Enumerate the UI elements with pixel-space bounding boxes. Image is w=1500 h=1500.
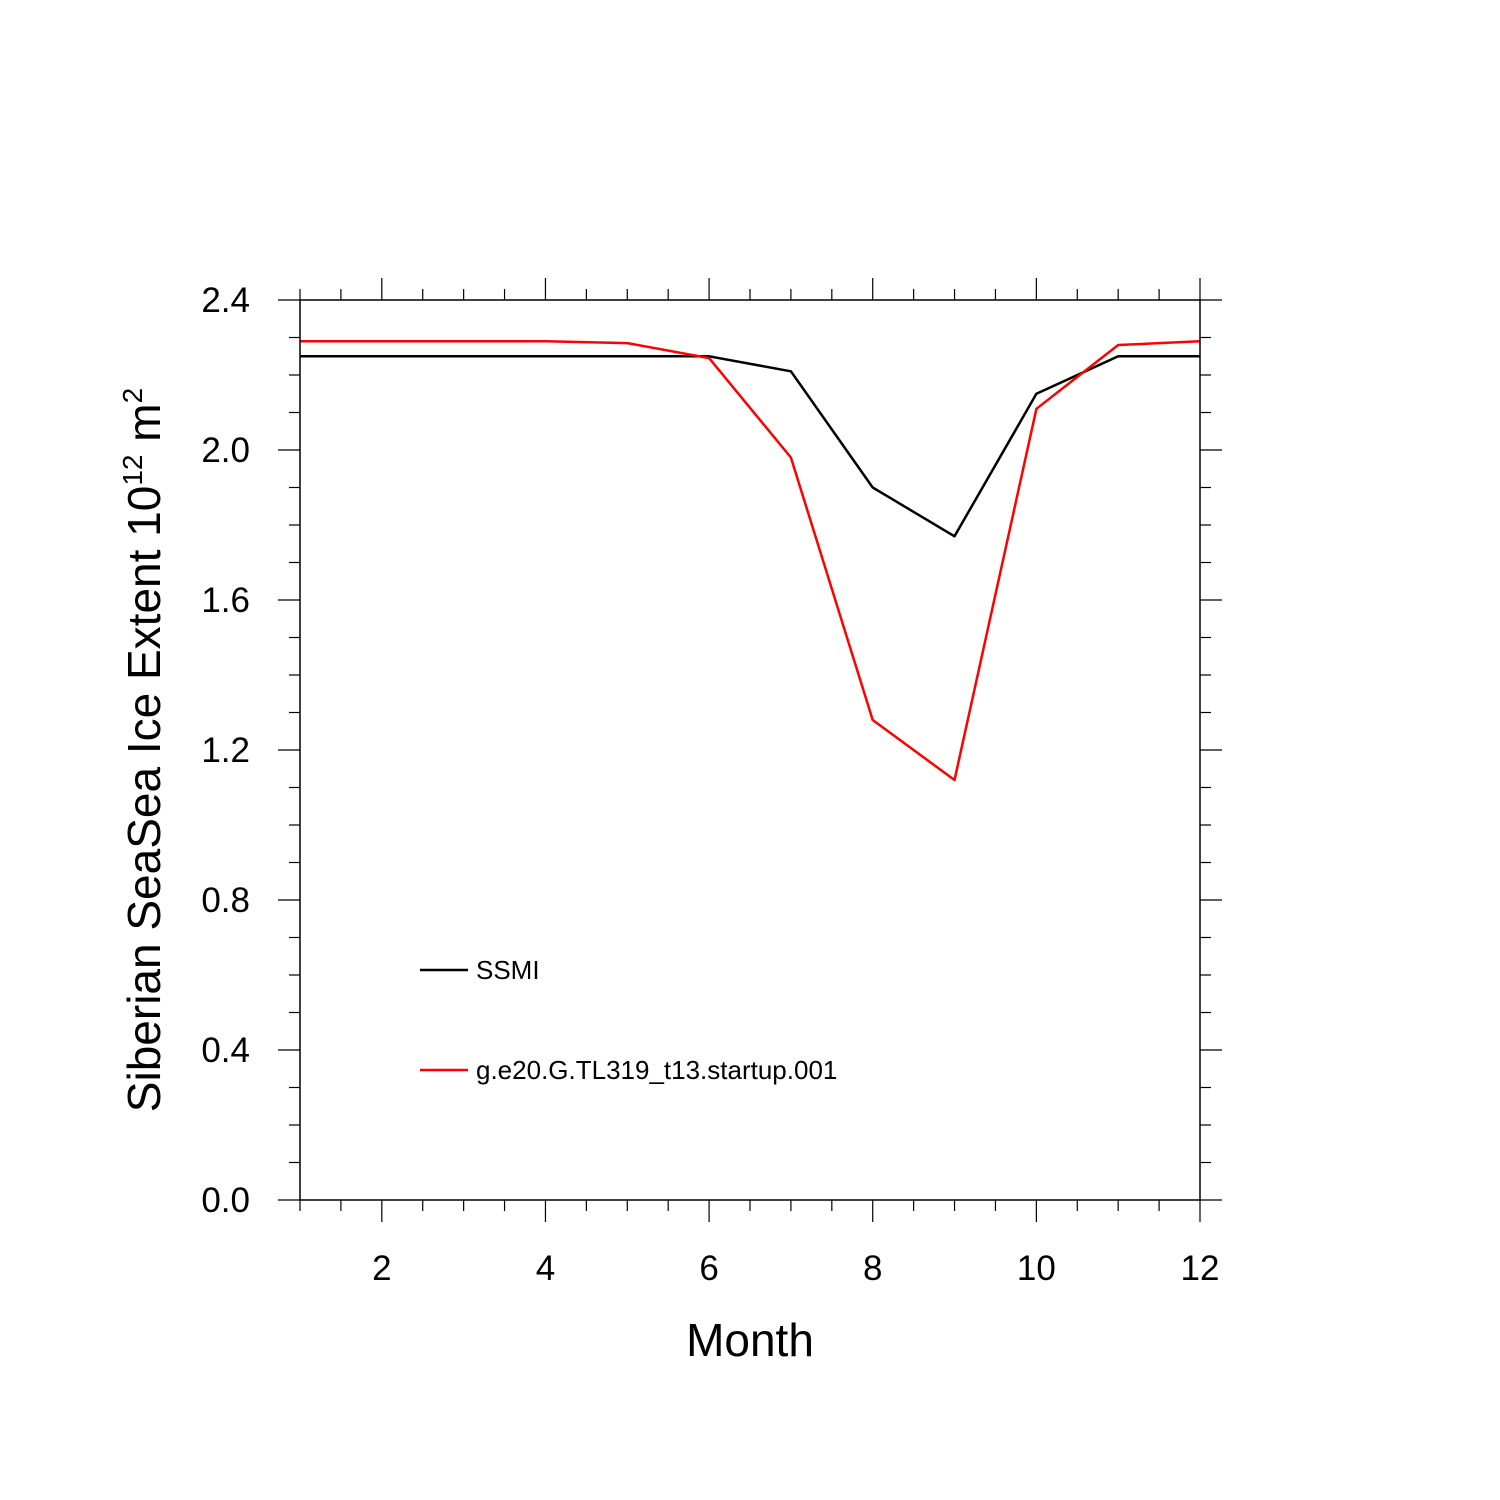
y-tick-label: 1.6 bbox=[201, 581, 250, 620]
x-tick-labels: 2 4 6 8 10 12 bbox=[372, 1249, 1219, 1288]
y-axis-title-main: Siberian SeaSea Ice Extent 10 bbox=[118, 486, 170, 1113]
x-tick-label: 2 bbox=[372, 1249, 391, 1288]
y-tick-label: 1.2 bbox=[201, 731, 250, 770]
x-tick-label: 4 bbox=[536, 1249, 555, 1288]
y-tick-label: 2.4 bbox=[201, 281, 250, 320]
y-tick-label: 0.0 bbox=[201, 1181, 250, 1220]
y-axis-title-exponent: 12 bbox=[117, 455, 148, 486]
legend-label-model: g.e20.G.TL319_t13.startup.001 bbox=[476, 1055, 837, 1085]
y-tick-label: 0.8 bbox=[201, 881, 250, 920]
x-tick-label: 6 bbox=[699, 1249, 718, 1288]
series-layer bbox=[300, 340, 1201, 782]
x-tick-label: 10 bbox=[1017, 1249, 1056, 1288]
legend: SSMI g.e20.G.TL319_t13.startup.001 bbox=[420, 955, 837, 1085]
x-axis-title: Month bbox=[686, 1314, 814, 1366]
y-tick-label: 2.0 bbox=[201, 431, 250, 470]
x-tick-label: 12 bbox=[1181, 1249, 1220, 1288]
y-axis-title-unit-exponent: 2 bbox=[117, 388, 148, 404]
legend-label-ssmi: SSMI bbox=[476, 955, 540, 985]
x-tick-label: 8 bbox=[863, 1249, 882, 1288]
y-tick-labels: 0.0 0.4 0.8 1.2 1.6 2.0 2.4 bbox=[201, 281, 250, 1220]
series-line-1 bbox=[300, 340, 1201, 782]
series-line-0 bbox=[300, 355, 1200, 538]
axis-ticks bbox=[278, 278, 1222, 1222]
y-tick-label: 0.4 bbox=[201, 1031, 250, 1070]
plot-frame bbox=[299, 299, 1201, 1201]
y-axis-title: Siberian SeaSea Ice Extent 1012 m2 bbox=[117, 388, 170, 1112]
y-axis-title-unit: m bbox=[118, 403, 170, 454]
